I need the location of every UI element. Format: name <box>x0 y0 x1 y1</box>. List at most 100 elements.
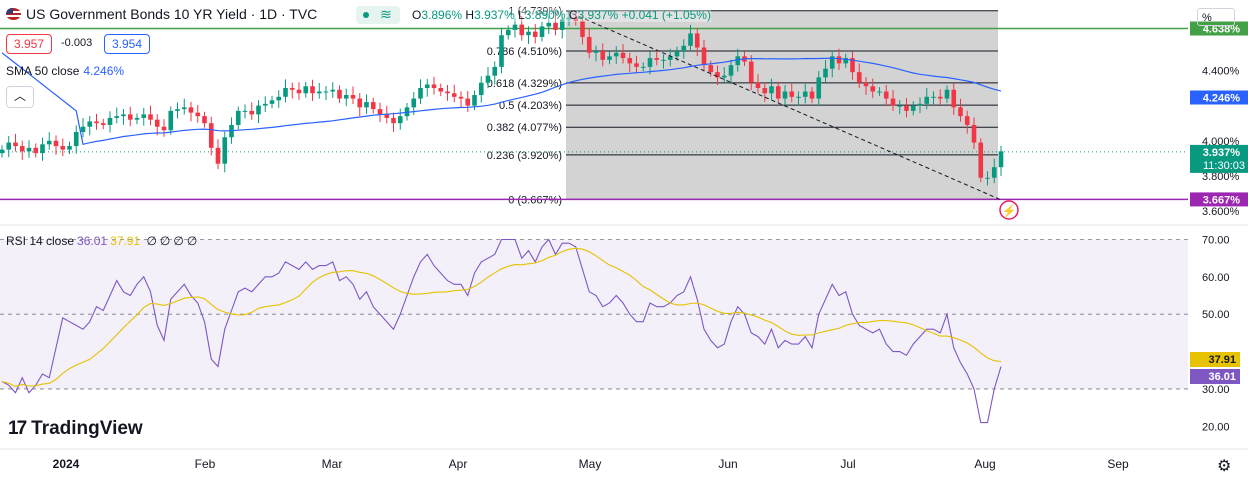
candle-body <box>458 96 464 99</box>
candle-body <box>775 86 781 99</box>
candle-body <box>654 58 660 60</box>
time-tick-label: May <box>579 457 602 471</box>
fib-level-label: 1 (4.739%) <box>508 6 562 18</box>
candle-body <box>80 126 86 132</box>
candle-body <box>276 96 282 101</box>
candle-body <box>816 77 822 99</box>
candle-body <box>26 147 32 152</box>
price-label-box[interactable] <box>1190 144 1248 173</box>
candle-body <box>215 147 221 164</box>
price-label-box[interactable] <box>1190 192 1248 207</box>
trend-line[interactable]: ⚡ <box>565 10 1019 220</box>
candle-body <box>472 95 477 106</box>
candle-body <box>593 51 599 53</box>
candle-body <box>728 65 734 76</box>
candle-body <box>546 22 552 27</box>
price-label-text: 4.246% <box>1203 93 1241 105</box>
candle-body <box>735 56 741 66</box>
fib-level-label: 0.618 (4.329%) <box>487 78 562 90</box>
rsi-value-box[interactable] <box>1190 369 1240 384</box>
price-label-box[interactable] <box>1190 90 1248 105</box>
price-tick-label: 3.800% <box>1202 171 1240 183</box>
rsi-tick-label: 60.00 <box>1202 272 1230 284</box>
candle-body <box>985 177 990 179</box>
candle-body <box>607 56 612 60</box>
price-label-text: 3.937% <box>1203 147 1241 159</box>
candle-body <box>377 109 383 115</box>
candle-body <box>600 51 606 60</box>
candle-body <box>175 109 180 111</box>
candle-body <box>316 91 322 94</box>
candle-body <box>0 149 5 154</box>
candle-body <box>235 110 241 125</box>
scale-unit-label[interactable]: % <box>1197 8 1235 26</box>
status-dot-icon <box>363 12 369 18</box>
candle-body <box>19 146 25 152</box>
candle-body <box>256 105 261 115</box>
fib-level-label: 0.5 (4.203%) <box>499 100 562 112</box>
candle-body <box>937 96 943 99</box>
sma-legend[interactable]: SMA 50 close 4.246% <box>6 64 125 78</box>
fib-level-label: 0 (3.667%) <box>508 194 562 206</box>
candle-body <box>755 82 761 88</box>
candle-body <box>526 31 531 36</box>
sma-50-line <box>1 52 1002 146</box>
fib-level-label: 0.236 (3.920%) <box>487 150 562 162</box>
candle-body <box>330 89 336 92</box>
candle-body <box>343 95 349 99</box>
market-status[interactable]: ≋ <box>356 6 400 24</box>
candle-body <box>715 72 720 78</box>
candle-body <box>829 56 835 69</box>
candle-body <box>350 95 356 99</box>
rsi-value-box[interactable] <box>1190 352 1240 367</box>
candle-body <box>60 146 66 150</box>
candle-body <box>397 116 403 124</box>
chevron-up-icon[interactable]: ︿ <box>6 86 34 108</box>
candle-body <box>262 103 268 106</box>
candle-body <box>168 110 174 131</box>
candle-body <box>114 116 120 118</box>
candle-body <box>910 105 916 111</box>
price-axis[interactable]: 4.400% 4.000% 3.800% 3.600% 4.638% 4.246% 3.93… <box>1190 21 1248 434</box>
candle-body <box>762 88 768 94</box>
time-axis[interactable]: 2024 Feb Mar Apr May Jun Jul Aug Sep <box>0 448 1248 471</box>
candle-body <box>991 167 997 178</box>
symbol-title[interactable]: US Government Bonds 10 YR Yield · 1D · T… <box>26 6 318 22</box>
price-label-text: 4.638% <box>1203 24 1241 36</box>
candle-body <box>661 59 666 61</box>
candle-body <box>566 17 572 20</box>
spread-value: -0.003 <box>61 37 93 49</box>
tradingview-logo[interactable]: 17 TradingView <box>8 418 143 439</box>
candle-body <box>674 51 680 57</box>
candle-body <box>181 107 187 110</box>
buy-button[interactable]: 3.954 <box>104 34 150 54</box>
candle-body <box>904 105 909 111</box>
candle-body <box>539 26 545 37</box>
candle-body <box>364 102 369 108</box>
candle-body <box>485 75 491 83</box>
fib-retracement[interactable]: 1 (4.739%) 0.786 (4.510%) 0.618 (4.329%) 0.… <box>487 6 998 207</box>
lightning-glyph: ⚡ <box>1002 204 1017 218</box>
gear-icon[interactable]: ⚙ <box>1217 458 1232 475</box>
rsi-tick-label: 50.00 <box>1202 309 1230 321</box>
candle-body <box>310 86 315 94</box>
candle-body <box>370 102 376 110</box>
time-tick-label: Mar <box>322 457 343 471</box>
dashed-trend-line[interactable] <box>565 10 1001 200</box>
candle-body <box>647 58 653 67</box>
rsi-legend[interactable]: RSI 14 close 36.01 37.91 ∅ ∅ ∅ ∅ <box>6 234 198 248</box>
sell-button[interactable]: 3.957 <box>6 34 52 54</box>
candle-body <box>640 66 646 68</box>
candle-body <box>6 142 12 150</box>
candle-body <box>222 137 228 164</box>
candle-body <box>532 31 538 37</box>
candle-body <box>323 91 329 93</box>
candle-body <box>721 75 727 78</box>
tv-logo-icon: 17 <box>8 418 27 439</box>
lightning-alert-icon[interactable] <box>999 200 1019 220</box>
rsi-value-label: 37.91 <box>1208 354 1236 366</box>
candle-body <box>357 98 363 108</box>
candle-body <box>438 88 444 92</box>
time-tick-label: Jul <box>840 457 855 471</box>
